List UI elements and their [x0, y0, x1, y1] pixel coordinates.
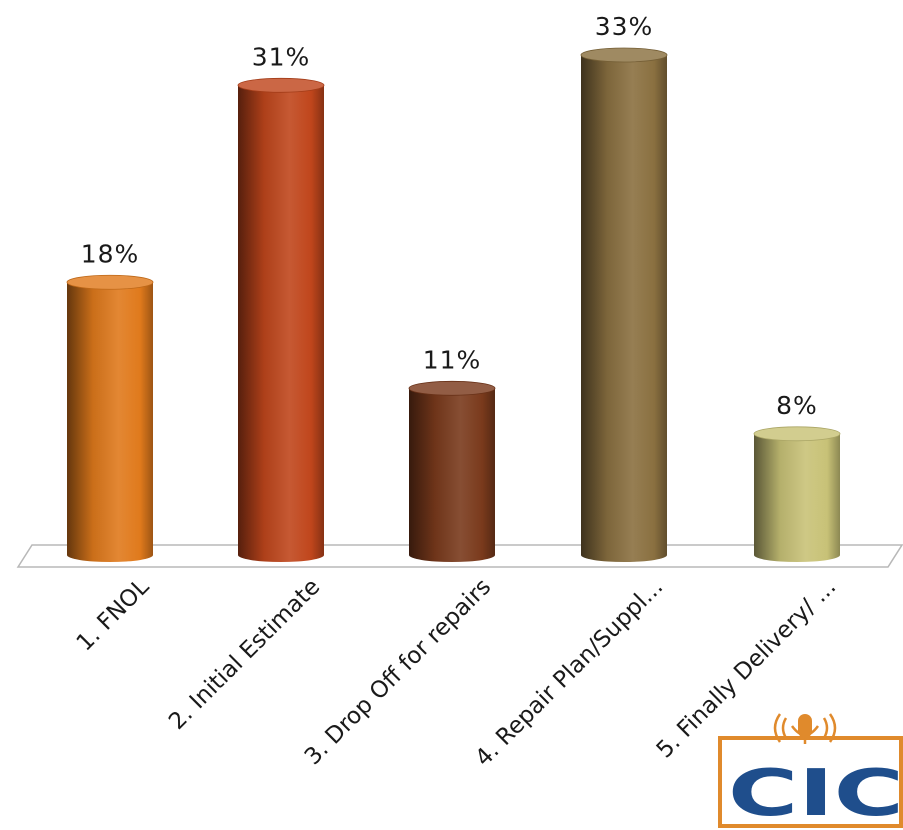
bar-body: [67, 282, 153, 562]
category-label: 5. Finally Delivery/ ...: [652, 574, 842, 764]
bar-body: [754, 433, 840, 562]
bar-top: [66, 274, 154, 290]
logo-frame: [718, 736, 903, 828]
cic-logo: CIC: [718, 713, 903, 830]
bar-value-label: 8%: [776, 391, 818, 420]
bar: [66, 274, 154, 562]
bar-value-label: 31%: [252, 42, 311, 71]
category-label: 4. Repair Plan/Suppl...: [471, 574, 669, 772]
bar-body: [581, 55, 667, 562]
value-labels-group: 18% 31% 11% 33% 8%: [81, 12, 818, 420]
bar-value-label: 33%: [595, 12, 654, 41]
bars-group: [66, 47, 841, 562]
logo-text: CIC: [728, 757, 903, 830]
bar: [580, 47, 668, 562]
microphone-broadcast-icon: [773, 713, 837, 744]
category-label: 2. Initial Estimate: [164, 574, 325, 735]
category-label: 1. FNOL: [72, 574, 155, 657]
bar-value-label: 18%: [81, 239, 140, 268]
bar: [237, 77, 325, 562]
bar-top: [580, 47, 668, 63]
bar: [408, 380, 496, 562]
category-label: 3. Drop Off for repairs: [300, 574, 496, 770]
bar-value-label: 11%: [423, 345, 482, 374]
bar: [753, 426, 841, 562]
bar-body: [238, 85, 324, 562]
bar-top: [237, 77, 325, 93]
bar-body: [409, 388, 495, 562]
bar-top: [408, 380, 496, 396]
bar-top: [753, 426, 841, 442]
